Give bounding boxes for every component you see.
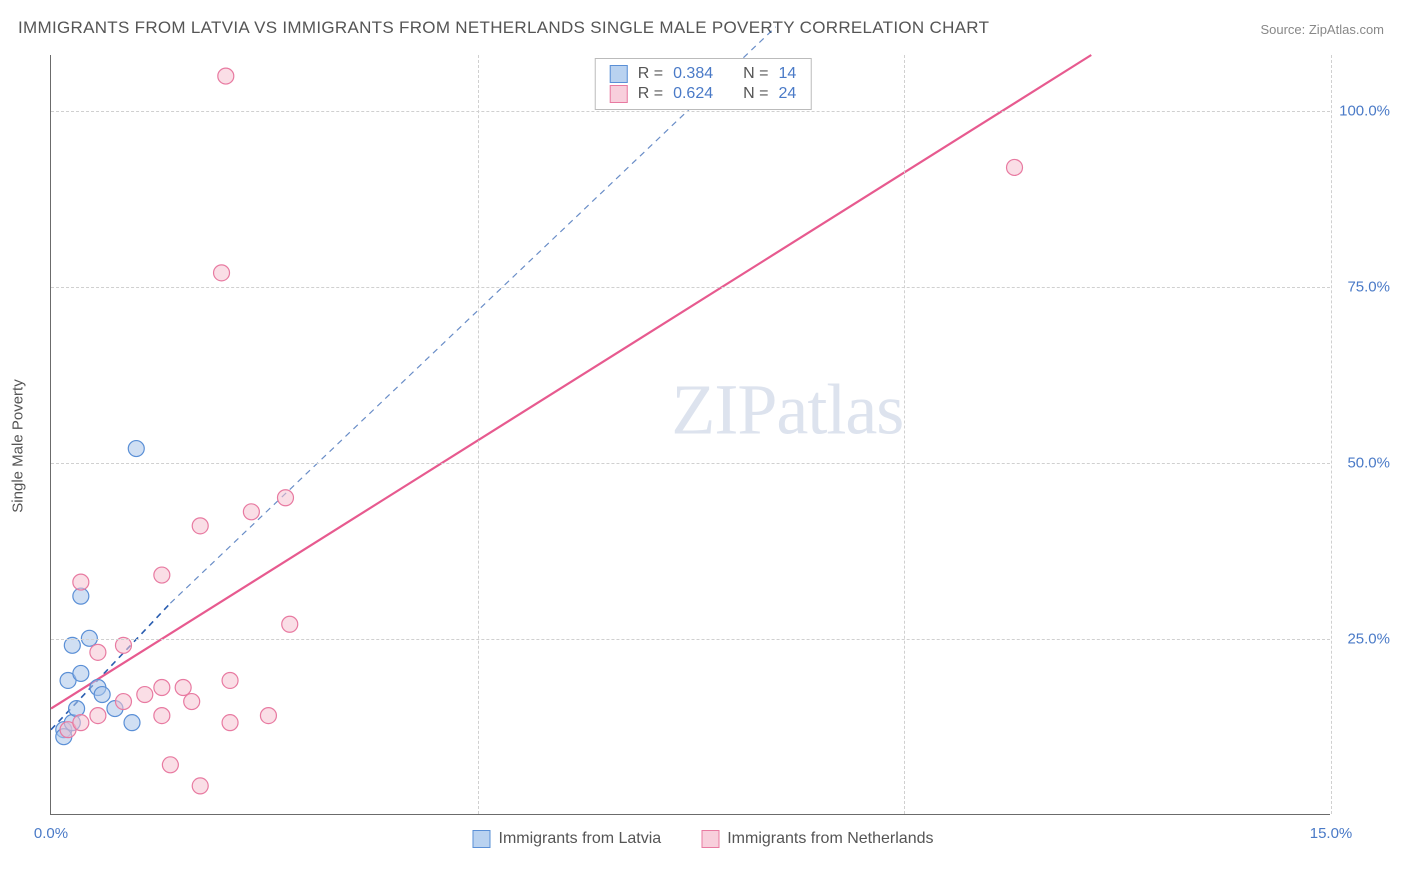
series-legend: Immigrants from Latvia Immigrants from N…: [472, 830, 933, 848]
data-point-series-1: [214, 265, 230, 281]
correlation-legend: R = 0.384 N = 14 R = 0.624 N = 24: [595, 58, 812, 110]
trend-line-ext-0: [170, 27, 775, 603]
data-point-series-1: [154, 680, 170, 696]
data-point-series-0: [124, 715, 140, 731]
legend-item-series-0: Immigrants from Latvia: [472, 830, 661, 848]
legend-r-value-0: 0.384: [673, 65, 713, 83]
trend-line-1: [51, 55, 1091, 709]
legend-row-series-1: R = 0.624 N = 24: [610, 84, 797, 104]
data-point-series-1: [154, 567, 170, 583]
data-point-series-1: [154, 708, 170, 724]
data-point-series-1: [218, 68, 234, 84]
gridline-h: [51, 639, 1330, 640]
y-tick-label: 25.0%: [1347, 631, 1390, 648]
data-point-series-1: [73, 574, 89, 590]
gridline-h: [51, 111, 1330, 112]
data-point-series-0: [73, 665, 89, 681]
data-point-series-1: [222, 715, 238, 731]
swatch-bottom-1: [701, 830, 719, 848]
y-tick-label: 50.0%: [1347, 455, 1390, 472]
gridline-v: [1331, 55, 1332, 814]
data-point-series-1: [73, 715, 89, 731]
gridline-v: [904, 55, 905, 814]
data-point-series-1: [222, 672, 238, 688]
data-point-series-1: [175, 680, 191, 696]
data-point-series-1: [90, 708, 106, 724]
x-tick-label: 0.0%: [34, 825, 68, 842]
data-point-series-0: [94, 687, 110, 703]
plot-area: 25.0%50.0%75.0%100.0%0.0%15.0%: [50, 55, 1330, 815]
legend-n-label-1: N =: [743, 85, 768, 103]
data-point-series-1: [243, 504, 259, 520]
swatch-series-0: [610, 65, 628, 83]
data-point-series-1: [137, 687, 153, 703]
legend-label-1: Immigrants from Netherlands: [727, 830, 933, 848]
legend-n-label-0: N =: [743, 65, 768, 83]
chart-container: IMMIGRANTS FROM LATVIA VS IMMIGRANTS FRO…: [0, 0, 1406, 892]
legend-r-label-0: R =: [638, 65, 663, 83]
legend-row-series-0: R = 0.384 N = 14: [610, 64, 797, 84]
data-point-series-1: [184, 694, 200, 710]
gridline-h: [51, 287, 1330, 288]
legend-label-0: Immigrants from Latvia: [498, 830, 661, 848]
data-point-series-1: [282, 616, 298, 632]
data-point-series-1: [277, 490, 293, 506]
y-tick-label: 100.0%: [1339, 103, 1390, 120]
gridline-v: [478, 55, 479, 814]
legend-item-series-1: Immigrants from Netherlands: [701, 830, 933, 848]
chart-title: IMMIGRANTS FROM LATVIA VS IMMIGRANTS FRO…: [18, 18, 989, 38]
legend-n-value-0: 14: [778, 65, 796, 83]
plot-svg: [51, 55, 1330, 814]
data-point-series-0: [128, 441, 144, 457]
gridline-h: [51, 463, 1330, 464]
source-attribution: Source: ZipAtlas.com: [1260, 22, 1384, 37]
x-tick-label: 15.0%: [1310, 825, 1353, 842]
data-point-series-1: [1007, 159, 1023, 175]
data-point-series-1: [162, 757, 178, 773]
data-point-series-1: [115, 694, 131, 710]
data-point-series-1: [260, 708, 276, 724]
data-point-series-1: [192, 518, 208, 534]
legend-r-value-1: 0.624: [673, 85, 713, 103]
swatch-series-1: [610, 85, 628, 103]
legend-r-label-1: R =: [638, 85, 663, 103]
legend-n-value-1: 24: [778, 85, 796, 103]
swatch-bottom-0: [472, 830, 490, 848]
y-axis-title: Single Male Poverty: [10, 379, 27, 512]
data-point-series-1: [192, 778, 208, 794]
data-point-series-1: [90, 644, 106, 660]
y-tick-label: 75.0%: [1347, 279, 1390, 296]
